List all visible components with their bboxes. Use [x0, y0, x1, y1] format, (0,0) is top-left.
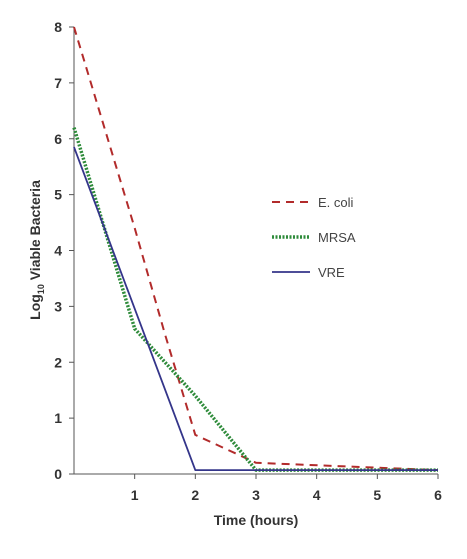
- y-tick-label: 0: [54, 466, 62, 482]
- y-axis-title-rest: Viable Bacteria: [27, 180, 43, 284]
- x-tick-label: 6: [434, 487, 442, 503]
- y-tick-label: 1: [54, 410, 62, 426]
- series-line-vre: [73, 146, 438, 472]
- x-tick-label: 2: [191, 487, 199, 503]
- x-axis-title: Time (hours): [214, 512, 299, 528]
- x-tick-label: 3: [252, 487, 260, 503]
- y-axis-title-main: Log: [27, 294, 43, 320]
- legend-label-mrsa: MRSA: [318, 230, 356, 245]
- x-tick-label: 5: [373, 487, 381, 503]
- y-tick-label: 5: [54, 187, 62, 203]
- legend: E. coli MRSA VRE: [272, 195, 356, 280]
- y-tick-label: 2: [54, 354, 62, 370]
- series-line-mrsa: [72, 127, 438, 472]
- x-tick-label: 1: [131, 487, 139, 503]
- y-axis-title: Log10 Viable Bacteria: [27, 180, 46, 320]
- axes: [73, 27, 438, 475]
- legend-label-e-coli: E. coli: [318, 195, 354, 210]
- legend-label-vre: VRE: [318, 265, 345, 280]
- y-tick-label: 8: [54, 19, 62, 35]
- y-tick-label: 4: [54, 243, 62, 259]
- x-tick-label: 4: [313, 487, 321, 503]
- series-line-e-coli: [73, 26, 439, 472]
- x-ticks: 1 2 3 4 5 6: [131, 474, 442, 503]
- series-lines: [72, 26, 439, 472]
- y-axis-title-subscript: 10: [36, 284, 46, 294]
- y-tick-label: 3: [54, 298, 62, 314]
- y-tick-label: 6: [54, 131, 62, 147]
- y-ticks: 0 1 2 3 4 5 6 7 8: [54, 19, 74, 482]
- y-tick-label: 7: [54, 75, 62, 91]
